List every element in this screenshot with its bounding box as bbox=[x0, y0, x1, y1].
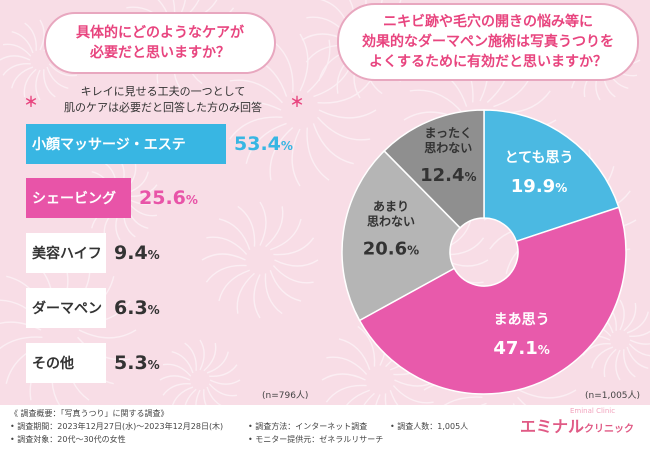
bar-value-unit: % bbox=[147, 358, 160, 372]
bar-value-label: 53.4% bbox=[234, 133, 293, 155]
note-star-left: ＊ bbox=[24, 95, 38, 111]
survey-footer: 《 調査概要：「写真うつり」に関する調査》 • 調査期間：2023年12月27日… bbox=[0, 405, 650, 450]
pie-slice bbox=[383, 109, 485, 229]
left-question: 具体的にどのようなケアが 必要だと思いますか？ bbox=[76, 25, 244, 61]
bar-value-label: 25.6% bbox=[139, 187, 198, 209]
pie-slice-label: あまり思わない bbox=[367, 199, 415, 228]
bar-value-number: 53.4 bbox=[234, 133, 281, 155]
brand-logo: エミナルクリニック bbox=[520, 413, 634, 437]
pie-slice bbox=[358, 206, 627, 395]
bar-row: 美容ハイフ 9.4% bbox=[26, 233, 160, 273]
bar-category-label: シェービング bbox=[32, 191, 116, 207]
bar-value-label: 9.4% bbox=[114, 242, 160, 264]
brand-logo-small: Eminal Clinic bbox=[570, 407, 616, 415]
bar-value-label: 6.3% bbox=[114, 297, 160, 319]
bar-row: 小顔マッサージ・エステ 53.4% bbox=[26, 124, 293, 164]
pie-slice-label: まあ思う bbox=[494, 312, 550, 328]
pie-slice-value: 19.9% bbox=[511, 176, 567, 197]
bar: その他 bbox=[26, 343, 106, 383]
survey-period: • 調査期間：2023年12月27日(水)〜2023年12月28日(木) bbox=[10, 422, 224, 431]
left-question-bubble: 具体的にどのようなケアが 必要だと思いますか？ bbox=[44, 12, 276, 74]
bar-category-label: ダーマペン bbox=[32, 301, 102, 317]
bar: ダーマペン bbox=[26, 288, 106, 328]
right-question-bubble: ニキビ跡や毛穴の開きの悩み等に 効果的なダーマペン施術は写真うつりを よくするた… bbox=[337, 3, 639, 81]
bar: 美容ハイフ bbox=[26, 233, 106, 273]
left-note: キレイに見せる工夫の一つとして 肌のケアは必要だと回答した方のみ回答 bbox=[64, 85, 262, 114]
bar-value-unit: % bbox=[147, 303, 160, 317]
right-panel: ニキビ跡や毛穴の開きの悩み等に 効果的なダーマペン施術は写真うつりを よくするた… bbox=[325, 0, 650, 405]
pie-slice bbox=[483, 109, 620, 243]
pie-slice bbox=[341, 149, 462, 322]
pie-chart: とても思う 19.9% まあ思う 47.1% あまり思わない 20.6% まったく思わない 1… bbox=[341, 109, 627, 395]
bar-row: その他 5.3% bbox=[26, 343, 160, 383]
survey-provider: • モニター提供元：ゼネラルリサーチ bbox=[248, 435, 384, 444]
bar-value-unit: % bbox=[147, 248, 160, 262]
bar-row: シェービング 25.6% bbox=[26, 178, 198, 218]
right-question: ニキビ跡や毛穴の開きの悩み等に 効果的なダーマペン施術は写真うつりを よくするた… bbox=[362, 14, 614, 70]
note-star-right: ＊ bbox=[290, 95, 304, 111]
brand-suffix: クリニック bbox=[584, 424, 635, 435]
bar-value-number: 5.3 bbox=[114, 352, 148, 374]
pie-slice-value: 20.6% bbox=[363, 238, 419, 259]
bar-category-label: 小顔マッサージ・エステ bbox=[32, 137, 186, 153]
survey-target: • 調査対象：20代〜30代の女性 bbox=[10, 435, 126, 444]
survey-method: • 調査方法：インターネット調査 bbox=[248, 422, 368, 431]
pie-slice-value: 47.1% bbox=[493, 338, 549, 359]
bar: シェービング bbox=[26, 178, 131, 218]
bar-category-label: 美容ハイフ bbox=[32, 246, 102, 262]
left-panel: 具体的にどのようなケアが 必要だと思いますか？ ＊ キレイに見せる工夫の一つとし… bbox=[0, 0, 325, 405]
bar-category-label: その他 bbox=[32, 356, 74, 372]
bar-value-number: 9.4 bbox=[114, 242, 148, 264]
pie-slice-value: 12.4% bbox=[420, 165, 476, 186]
pie-slice-label: とても思う bbox=[505, 150, 574, 166]
bar-row: ダーマペン 6.3% bbox=[26, 288, 160, 328]
bar: 小顔マッサージ・エステ bbox=[26, 124, 226, 164]
brand-name: エミナル bbox=[520, 417, 585, 436]
survey-overview: 《 調査概要：「写真うつり」に関する調査》 bbox=[10, 409, 169, 418]
bar-value-unit: % bbox=[185, 193, 198, 207]
bar-value-number: 6.3 bbox=[114, 297, 148, 319]
bar-value-number: 25.6 bbox=[139, 187, 186, 209]
survey-count: • 調査人数：1,005人 bbox=[390, 422, 469, 431]
pie-slice-label: まったく思わない bbox=[424, 126, 472, 155]
left-sample-size: (n=796人) bbox=[262, 391, 309, 401]
bar-value-label: 5.3% bbox=[114, 352, 160, 374]
bar-value-unit: % bbox=[280, 139, 293, 153]
right-sample-size: (n=1,005人) bbox=[585, 391, 641, 401]
